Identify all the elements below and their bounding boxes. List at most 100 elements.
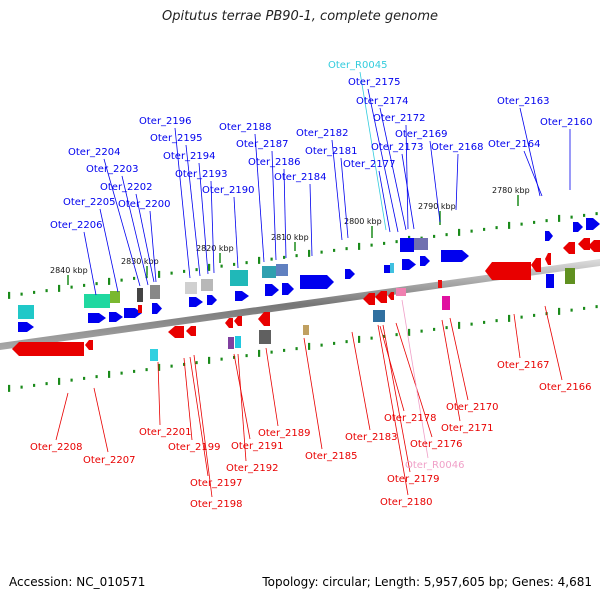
tick-mark — [533, 220, 536, 224]
leader-line — [103, 158, 141, 287]
tick-mark — [558, 214, 561, 222]
forward-gene — [18, 322, 34, 332]
tick-mark — [395, 333, 398, 337]
scale-ticks-inner — [8, 305, 598, 392]
reverse-gene — [563, 242, 575, 254]
accession-label: Accession: NC_010571 — [9, 575, 146, 589]
tick-mark — [208, 356, 211, 364]
leader-line — [157, 361, 161, 426]
leader-line — [367, 88, 399, 233]
cds-feature — [150, 349, 158, 361]
gene-label: Oter_2169 — [395, 129, 448, 140]
tick-mark — [45, 382, 48, 386]
tick-mark — [595, 212, 598, 216]
cds-feature — [18, 305, 34, 319]
leader-line — [198, 162, 209, 275]
gene-label: Oter_2193 — [175, 169, 228, 180]
gene-label: Oter_2185 — [305, 451, 358, 462]
reverse-gene — [545, 253, 551, 265]
leader-line — [254, 133, 265, 263]
gene-label: Oter_2183 — [345, 432, 398, 443]
leader-line — [237, 353, 247, 462]
topology-label: Topology: circular; Length: 5,957,605 bp… — [262, 575, 592, 589]
gene-label: Oter_2173 — [371, 142, 424, 153]
gene-label: Oter_2196 — [139, 116, 192, 127]
tick-mark — [195, 361, 198, 365]
scale-label: 2840 kbp — [50, 266, 88, 275]
gene-label: Oter_2188 — [219, 122, 272, 133]
reverse-gene — [234, 316, 242, 326]
tick-mark — [20, 385, 23, 389]
reverse-gene — [85, 340, 93, 350]
gene-label: Oter_2167 — [497, 360, 550, 371]
leader-line — [429, 140, 441, 223]
forward-gene — [420, 256, 430, 266]
tick-mark — [583, 306, 586, 310]
cds-feature — [565, 268, 575, 284]
tick-mark — [508, 314, 511, 322]
scale-label: 2810 kbp — [271, 233, 309, 242]
leader-line — [135, 193, 155, 283]
gene-label: Oter_2168 — [431, 142, 484, 153]
trna-feature — [390, 263, 394, 273]
gene-label: Oter_2208 — [30, 442, 83, 453]
tick-mark — [245, 354, 248, 358]
tick-mark — [270, 257, 273, 261]
gene-label: Oter_2189 — [258, 428, 311, 439]
tick-mark — [133, 276, 136, 280]
forward-gene — [265, 284, 279, 296]
tick-mark — [358, 335, 361, 343]
label-leaders — [55, 71, 571, 498]
tick-mark — [420, 329, 423, 333]
reverse-gene — [168, 326, 184, 338]
tick-mark — [433, 327, 436, 331]
gene-label: Oter_2174 — [356, 96, 409, 107]
gene-label: Oter_2191 — [231, 441, 284, 452]
forward-gene — [345, 269, 355, 279]
tick-mark — [145, 368, 148, 372]
tick-mark — [570, 215, 573, 219]
leader-line — [351, 331, 371, 431]
leader-line — [185, 144, 201, 277]
leader-line — [401, 299, 429, 459]
tick-mark — [358, 242, 361, 250]
tick-mark — [45, 289, 48, 293]
tick-mark — [170, 364, 173, 368]
cds-feature — [228, 337, 234, 349]
tick-mark — [120, 371, 123, 375]
leader-line — [382, 324, 411, 473]
scale-label: 2790 kbp — [418, 202, 456, 211]
leader-line — [193, 354, 213, 498]
leader-line — [441, 319, 461, 422]
gene-label: Oter_2181 — [305, 146, 358, 157]
leader-line — [455, 153, 459, 211]
tick-mark — [458, 228, 461, 236]
leader-line — [189, 356, 209, 477]
cds-feature — [442, 296, 450, 310]
gene-label: Oter_2177 — [343, 159, 396, 170]
tick-mark — [58, 284, 61, 292]
leader-line — [523, 150, 543, 197]
gene-label: Oter_2198 — [190, 499, 243, 510]
leader-line — [265, 347, 279, 427]
leader-line — [99, 208, 119, 293]
gene-label: Oter_2166 — [539, 382, 592, 393]
tick-mark — [170, 271, 173, 275]
tick-mark — [58, 377, 61, 385]
genome-backbone — [0, 259, 600, 350]
reverse-gene — [588, 240, 600, 252]
tick-mark — [433, 234, 436, 238]
tick-mark — [145, 275, 148, 279]
tick-mark — [495, 226, 498, 230]
cds-feature — [438, 280, 442, 288]
leader-line — [271, 150, 277, 261]
leader-line — [93, 387, 109, 453]
tick-mark — [495, 319, 498, 323]
forward-gene — [384, 265, 392, 273]
tick-mark — [520, 222, 523, 226]
leader-line — [183, 357, 193, 441]
cds-feature — [84, 294, 110, 308]
gene-label: Oter_2197 — [190, 478, 243, 489]
gene-label: Oter_2180 — [380, 497, 433, 508]
gene-label: Oter_2179 — [387, 474, 440, 485]
